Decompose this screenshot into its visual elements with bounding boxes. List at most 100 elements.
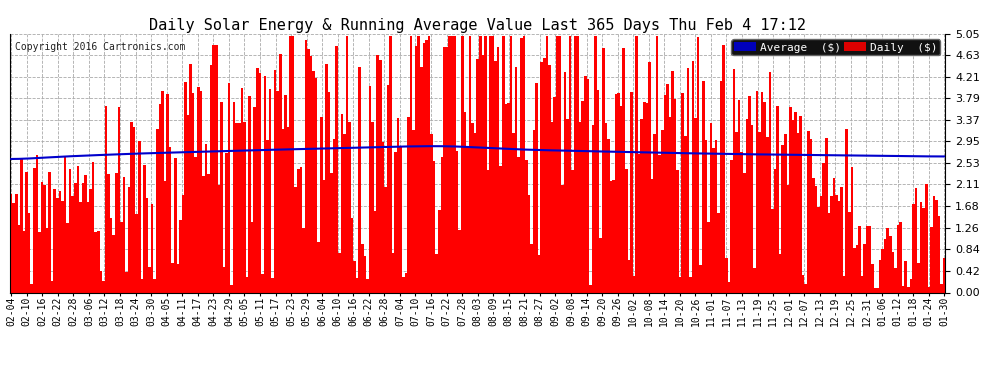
Bar — [374, 211, 376, 292]
Bar — [74, 183, 76, 292]
Bar — [605, 123, 607, 292]
Bar — [492, 36, 494, 292]
Bar — [758, 132, 761, 292]
Bar — [884, 238, 886, 292]
Bar — [197, 87, 200, 292]
Bar — [533, 130, 536, 292]
Bar — [15, 194, 18, 292]
Bar — [574, 36, 576, 292]
Bar — [520, 38, 523, 292]
Bar — [687, 68, 689, 292]
Bar — [49, 172, 50, 292]
Bar — [384, 187, 387, 292]
Bar — [228, 82, 231, 292]
Bar — [748, 96, 750, 292]
Bar — [825, 138, 828, 292]
Bar — [153, 279, 156, 292]
Bar — [441, 157, 444, 292]
Bar — [44, 185, 46, 292]
Bar — [905, 261, 907, 292]
Bar — [725, 258, 728, 292]
Bar — [120, 222, 123, 292]
Bar — [92, 162, 94, 292]
Bar — [668, 117, 671, 292]
Bar — [671, 71, 674, 292]
Bar — [448, 36, 450, 292]
Bar — [641, 118, 643, 292]
Bar — [455, 151, 458, 292]
Bar — [397, 118, 400, 292]
Bar — [594, 36, 597, 292]
Bar — [815, 186, 818, 292]
Bar — [755, 91, 758, 292]
Bar — [141, 279, 144, 292]
Bar — [699, 266, 702, 292]
Bar — [853, 248, 855, 292]
Bar — [679, 277, 681, 292]
Bar — [218, 185, 220, 292]
Bar — [781, 145, 784, 292]
Bar — [484, 36, 487, 292]
Bar — [474, 133, 476, 292]
Bar — [50, 281, 53, 292]
Bar — [745, 119, 748, 292]
Bar — [587, 79, 589, 292]
Bar — [753, 268, 755, 292]
Bar — [256, 68, 258, 292]
Bar — [523, 36, 525, 292]
Bar — [597, 90, 599, 292]
Bar — [761, 92, 763, 292]
Bar — [476, 59, 479, 292]
Bar — [71, 195, 74, 292]
Bar — [910, 279, 912, 292]
Bar — [115, 173, 118, 292]
Bar — [841, 187, 842, 292]
Bar — [928, 287, 930, 292]
Bar — [358, 67, 361, 292]
Bar — [799, 116, 802, 292]
Bar — [268, 89, 271, 292]
Bar — [545, 36, 548, 292]
Bar — [253, 107, 256, 292]
Bar — [479, 36, 481, 292]
Text: Copyright 2016 Cartronics.com: Copyright 2016 Cartronics.com — [15, 42, 185, 51]
Bar — [579, 122, 581, 292]
Bar — [712, 148, 715, 292]
Bar — [645, 103, 648, 292]
Bar — [23, 231, 26, 292]
Bar — [276, 92, 279, 292]
Bar — [133, 127, 136, 292]
Bar — [618, 93, 620, 292]
Bar — [31, 284, 33, 292]
Bar — [628, 260, 631, 292]
Bar — [356, 278, 358, 292]
Bar — [194, 157, 197, 292]
Bar — [789, 107, 792, 292]
Bar — [420, 67, 423, 292]
Bar — [136, 214, 138, 292]
Bar — [63, 156, 66, 292]
Bar — [387, 85, 389, 292]
Bar — [738, 99, 741, 292]
Bar — [405, 273, 407, 292]
Bar — [838, 201, 841, 292]
Bar — [131, 122, 133, 292]
Bar — [323, 180, 325, 292]
Bar — [768, 72, 771, 292]
Bar — [102, 281, 105, 292]
Bar — [807, 131, 810, 292]
Bar — [110, 218, 113, 292]
Bar — [463, 112, 466, 292]
Bar — [548, 65, 550, 292]
Bar — [633, 276, 636, 292]
Bar — [705, 140, 707, 292]
Bar — [881, 249, 884, 292]
Bar — [531, 244, 533, 292]
Bar — [76, 166, 79, 292]
Bar — [818, 207, 820, 292]
Bar — [389, 36, 392, 292]
Bar — [897, 225, 899, 292]
Bar — [438, 210, 441, 292]
Bar — [400, 147, 402, 292]
Bar — [848, 211, 850, 292]
